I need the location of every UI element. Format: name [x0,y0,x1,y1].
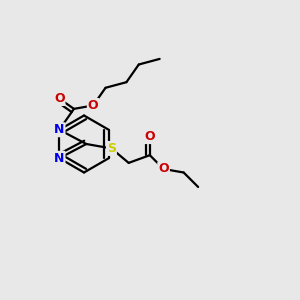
Text: N: N [54,152,64,165]
Text: O: O [88,99,98,112]
Text: O: O [145,130,155,143]
Text: O: O [158,163,169,176]
Text: O: O [54,92,64,105]
Text: S: S [107,142,116,155]
Text: N: N [54,123,64,136]
